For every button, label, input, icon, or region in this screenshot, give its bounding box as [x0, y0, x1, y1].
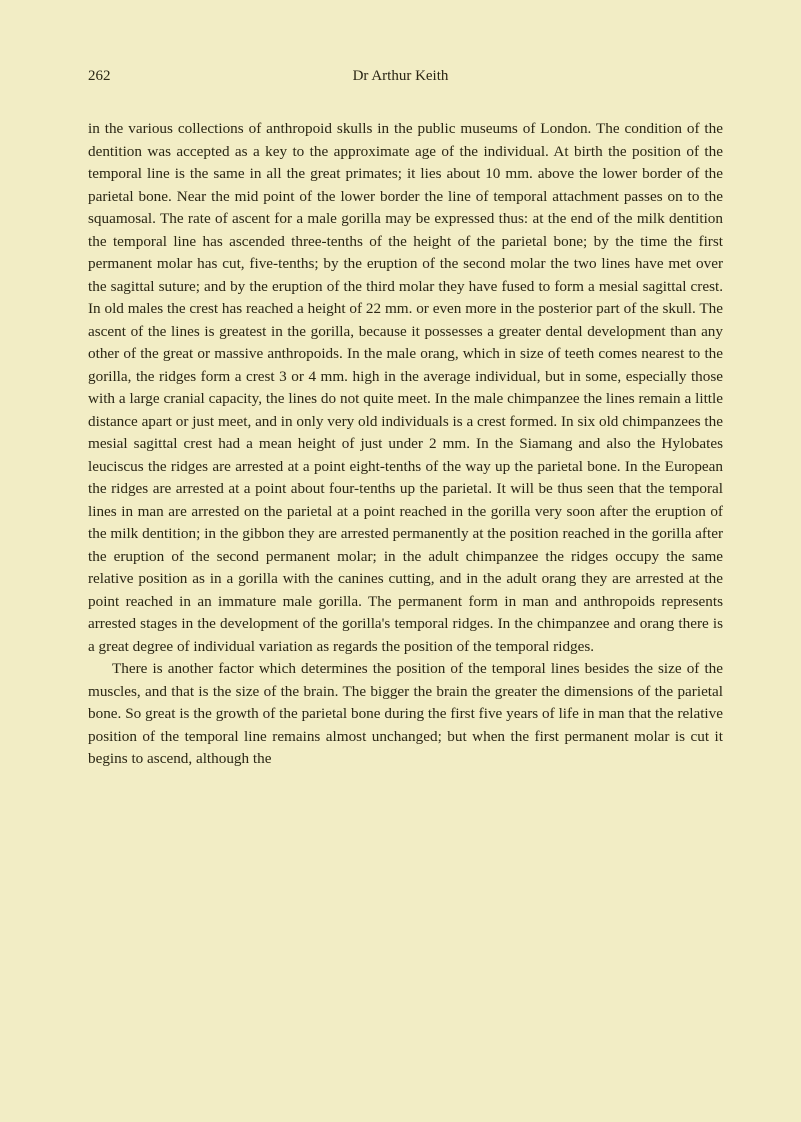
- body-text: in the various collections of anthropoid…: [88, 118, 723, 771]
- paragraph-1: in the various collections of anthropoid…: [88, 118, 723, 658]
- header-author: Dr Arthur Keith: [0, 68, 801, 85]
- paragraph-2: There is another factor which determines…: [88, 658, 723, 771]
